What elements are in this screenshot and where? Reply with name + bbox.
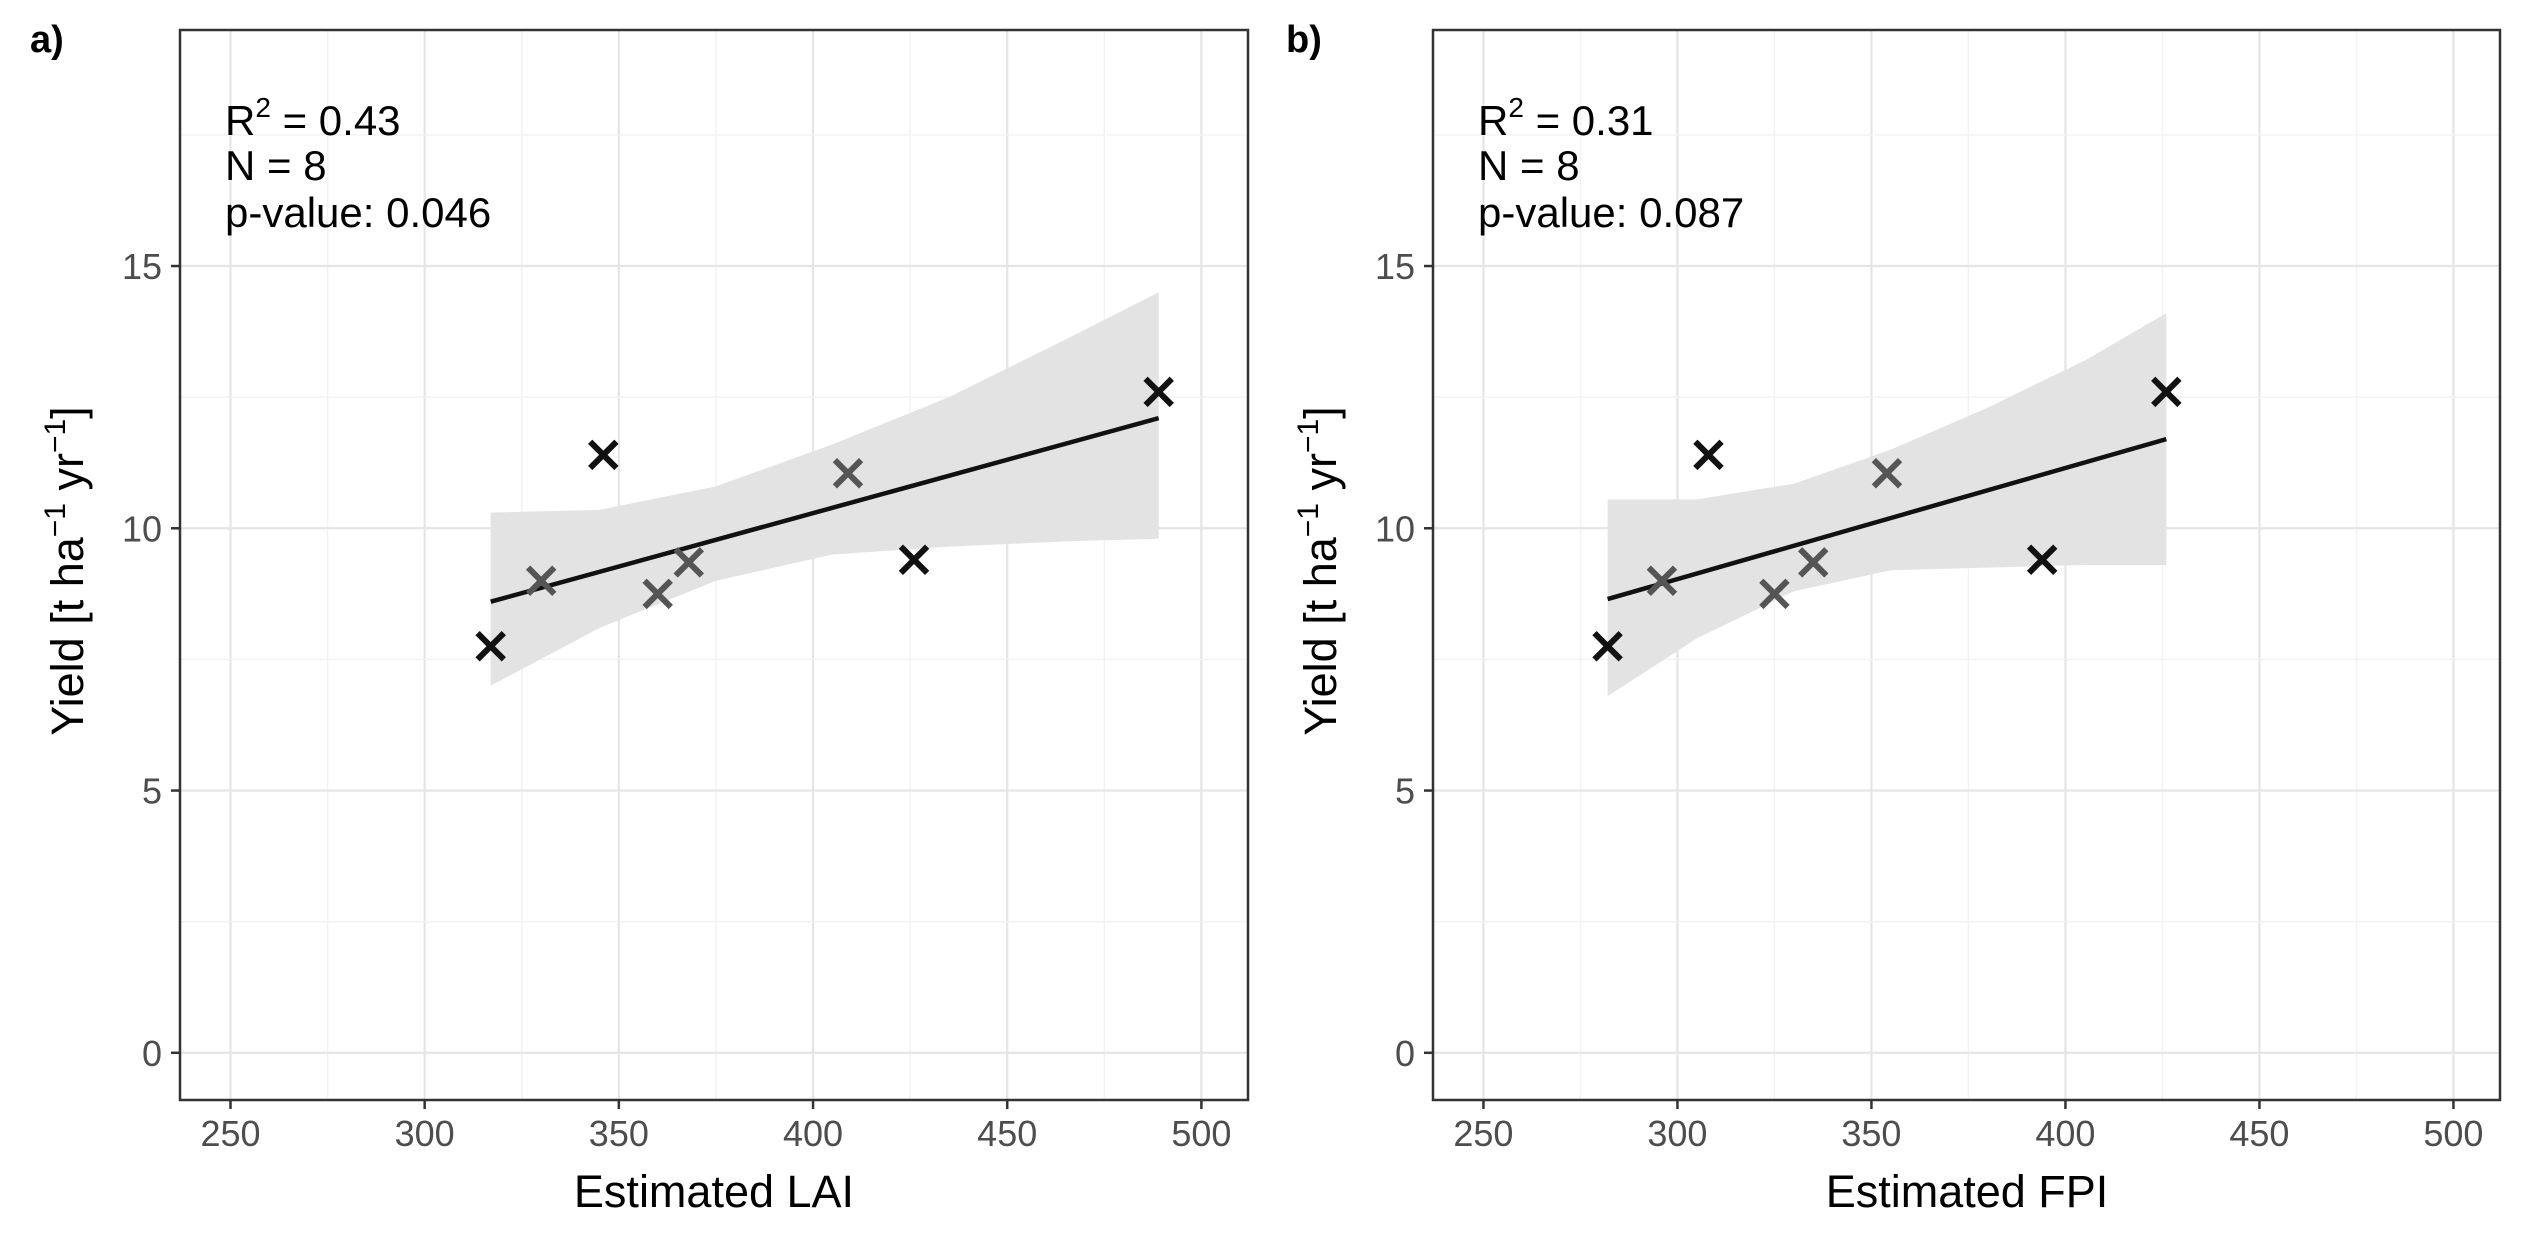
panel-b-stats-annotation: R2 = 0.31 N = 8 p-value: 0.087 — [1478, 92, 1744, 236]
panel-a-stats-annotation: R2 = 0.43 N = 8 p-value: 0.046 — [225, 92, 491, 236]
data-point — [588, 439, 619, 471]
panel-a-y-ticks: 0 5 10 15 — [122, 246, 180, 1074]
y-title-sup2: −1 — [1292, 419, 1325, 453]
confidence-band — [490, 292, 1159, 686]
y-tick-label: 5 — [1395, 771, 1415, 812]
r2-prefix: R — [1478, 97, 1508, 144]
n-text: N = 8 — [225, 142, 327, 189]
y-title-mid: yr — [1295, 453, 1346, 503]
panel-a-confidence-band — [490, 292, 1159, 686]
panel-b: b) 0 5 10 15 250 300 350 400 450 500 Estimated F… — [1286, 19, 2502, 1217]
panel-b-x-axis-title: Estimated FPI — [1826, 1166, 2109, 1217]
r2-value: = 0.43 — [271, 97, 401, 144]
data-point — [1143, 376, 1174, 408]
panel-b-y-ticks: 0 5 10 15 — [1375, 246, 1433, 1074]
y-tick-label: 0 — [142, 1033, 162, 1074]
y-tick-label: 15 — [122, 246, 162, 287]
panel-a: a) 0 5 10 15 250 300 350 400 450 500 Estimated L… — [30, 19, 1250, 1217]
x-tick-label: 500 — [1171, 1113, 1231, 1154]
panel-b-points — [1592, 376, 2182, 662]
data-point — [1797, 547, 1829, 578]
panel-a-points — [475, 376, 1174, 662]
data-point — [1693, 439, 1724, 471]
panel-b-fit-line — [1606, 436, 2167, 602]
y-title-sup1: −1 — [39, 503, 72, 537]
x-tick-label: 250 — [1453, 1113, 1513, 1154]
y-tick-label: 10 — [1375, 508, 1415, 549]
data-point — [2026, 544, 2058, 575]
panel-label-b: b) — [1286, 19, 1322, 61]
data-point — [525, 565, 557, 596]
r2-prefix: R — [225, 97, 255, 144]
y-title-end: ] — [42, 406, 93, 419]
panel-a-frame — [178, 28, 1250, 1102]
r2-value: = 0.31 — [1524, 97, 1654, 144]
panel-b-x-ticks: 250 300 350 400 450 500 — [1453, 1100, 2483, 1154]
panel-a-fit-line — [490, 415, 1160, 604]
y-tick-label: 0 — [1395, 1033, 1415, 1074]
panel-b-confidence-band — [1607, 313, 2167, 697]
data-point — [832, 457, 864, 489]
data-point — [2151, 376, 2182, 408]
panel-b-grid — [1433, 30, 2500, 1100]
r2-sup: 2 — [255, 92, 271, 123]
r-squared-text: R2 = 0.43 — [225, 92, 401, 144]
y-tick-label: 10 — [122, 508, 162, 549]
confidence-band — [1607, 313, 2167, 697]
x-tick-label: 400 — [783, 1113, 843, 1154]
data-point — [1592, 631, 1623, 662]
data-point — [1646, 565, 1678, 596]
x-tick-label: 250 — [200, 1113, 260, 1154]
y-tick-label: 15 — [1375, 246, 1415, 287]
y-tick-label: 5 — [142, 771, 162, 812]
data-point — [673, 547, 704, 578]
x-tick-label: 450 — [977, 1113, 1037, 1154]
x-tick-label: 500 — [2423, 1113, 2483, 1154]
panel-a-x-ticks: 250 300 350 400 450 500 — [200, 1100, 1231, 1154]
data-point — [642, 578, 673, 610]
y-title-sup2: −1 — [39, 419, 72, 453]
x-tick-label: 450 — [2229, 1113, 2289, 1154]
y-title-sup1: −1 — [1292, 503, 1325, 537]
r-squared-text: R2 = 0.31 — [1478, 92, 1654, 144]
y-title-main: Yield [t ha — [1295, 536, 1346, 735]
panel-b-y-axis-title: Yield [t ha−1 yr−1] — [1292, 406, 1346, 735]
p-value-text: p-value: 0.046 — [225, 189, 491, 236]
panel-a-x-axis-title: Estimated LAI — [574, 1166, 854, 1217]
x-tick-label: 350 — [1841, 1113, 1901, 1154]
data-point — [898, 544, 930, 575]
x-tick-label: 350 — [589, 1113, 649, 1154]
y-title-main: Yield [t ha — [42, 536, 93, 735]
x-tick-label: 300 — [395, 1113, 455, 1154]
p-value-text: p-value: 0.087 — [1478, 189, 1744, 236]
x-tick-label: 400 — [2035, 1113, 2095, 1154]
data-point — [475, 631, 506, 662]
data-point — [1871, 457, 1903, 489]
panel-label-a: a) — [30, 19, 64, 61]
panel-a-y-axis-title: Yield [t ha−1 yr−1] — [39, 406, 93, 735]
y-title-end: ] — [1295, 406, 1346, 419]
n-text: N = 8 — [1478, 142, 1580, 189]
data-point — [1759, 578, 1790, 610]
r2-sup: 2 — [1508, 92, 1524, 123]
x-tick-label: 300 — [1647, 1113, 1707, 1154]
regression-line — [1606, 436, 2167, 602]
y-title-mid: yr — [42, 453, 93, 503]
panel-b-frame — [1431, 28, 2502, 1102]
regression-line — [490, 415, 1160, 604]
